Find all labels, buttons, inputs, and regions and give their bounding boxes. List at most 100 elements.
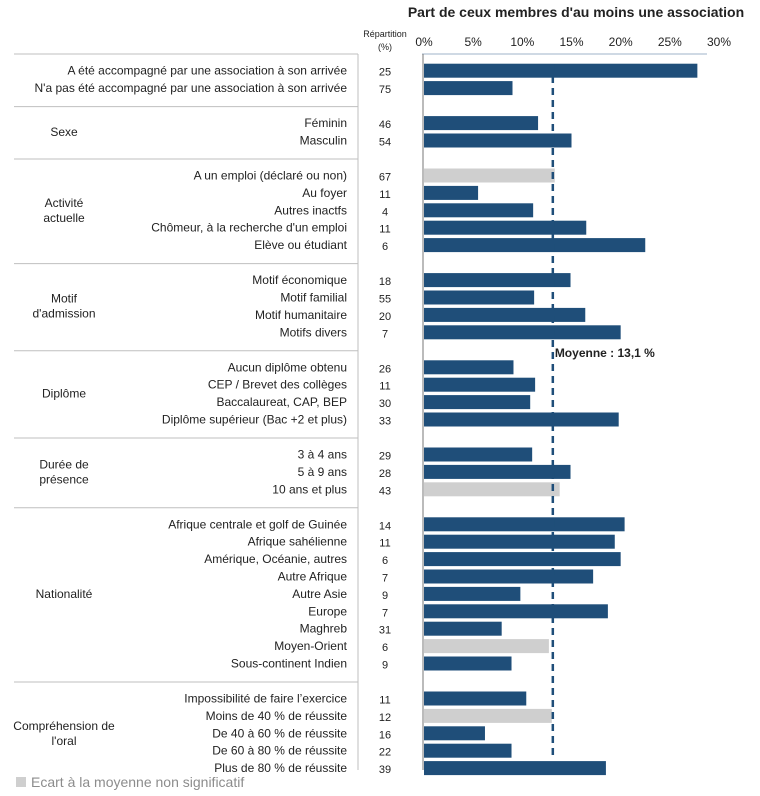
repartition-value: 20 [379, 311, 391, 323]
repartition-value: 18 [379, 276, 391, 288]
bar [424, 412, 619, 427]
row-label: Motif familial [280, 291, 347, 305]
row-label: Masculin [300, 134, 347, 148]
x-tick-label: 30% [707, 35, 731, 49]
group-label: Activité actuelle [43, 196, 85, 225]
repartition-value: 39 [379, 764, 391, 776]
row-label: Amérique, Océanie, autres [204, 552, 347, 566]
bar [424, 360, 514, 375]
row-label: Autre Afrique [278, 570, 348, 584]
repartition-value: 11 [379, 224, 390, 236]
row-label: Aucun diplôme obtenu [228, 360, 347, 374]
row-label: Motif économique [252, 273, 347, 287]
repartition-value: 75 [379, 84, 391, 96]
bar [424, 482, 560, 497]
repartition-value: 28 [379, 468, 391, 480]
repartition-value: 22 [379, 747, 391, 759]
repartition-value: 7 [382, 328, 388, 340]
bar [424, 377, 536, 392]
x-tick-label: 25% [658, 35, 682, 49]
repartition-value: 11 [379, 381, 390, 393]
bar [424, 220, 587, 235]
x-tick-label: 15% [559, 35, 583, 49]
repartition-value: 6 [382, 555, 388, 567]
repartition-value: 26 [379, 363, 391, 375]
repartition-value: 25 [379, 67, 391, 79]
repartition-value: 55 [379, 294, 391, 306]
repartition-value: 11 [379, 538, 390, 550]
bar [424, 63, 698, 78]
bar [424, 586, 521, 601]
bar [424, 569, 594, 584]
legend: Ecart à la moyenne non significatif [16, 774, 244, 790]
repartition-value: 11 [379, 695, 390, 707]
bar [424, 203, 534, 218]
bar [424, 517, 625, 532]
row-label: 5 à 9 ans [298, 465, 347, 479]
row-label: Au foyer [302, 186, 347, 200]
bar [424, 273, 571, 288]
bar [424, 395, 531, 410]
repartition-value: 7 [382, 573, 388, 585]
row-label: Autres inactfs [274, 203, 347, 217]
repartition-value: 43 [379, 485, 391, 497]
bar [424, 656, 512, 671]
repartition-value: 9 [382, 660, 388, 672]
bar [424, 708, 552, 723]
row-label: Féminin [304, 116, 347, 130]
row-label: Diplôme supérieur (Bac +2 et plus) [162, 413, 347, 427]
repartition-value: 16 [379, 729, 391, 741]
row-label: Europe [308, 604, 347, 618]
x-tick-label: 5% [464, 35, 482, 49]
repartition-unit: (%) [378, 42, 392, 52]
repartition-value: 29 [379, 451, 391, 463]
bar [424, 639, 549, 654]
bar [424, 185, 479, 200]
bar [424, 726, 485, 741]
bar [424, 447, 533, 462]
repartition-value: 4 [382, 206, 388, 218]
repartition-value: 46 [379, 119, 391, 131]
repartition-value: 14 [379, 520, 391, 532]
bar [424, 81, 513, 96]
row-label: 10 ans et plus [272, 482, 347, 496]
group-label: Motif d'admission [33, 292, 96, 321]
bar [424, 761, 606, 776]
row-label: Moyen-Orient [274, 639, 347, 653]
repartition-value: 12 [379, 712, 391, 724]
bar [424, 325, 621, 340]
repartition-value: 11 [379, 189, 390, 201]
row-label: Moins de 40 % de réussite [206, 709, 348, 723]
repartition-value: 54 [379, 137, 391, 149]
x-tick-label: 10% [510, 35, 534, 49]
row-label: Motif humanitaire [255, 308, 347, 322]
row-label: Maghreb [300, 622, 348, 636]
row-label: A été accompagné par une association à s… [67, 64, 347, 78]
chart-title: Part de ceux membres d'au moins une asso… [408, 4, 744, 20]
bar [424, 534, 615, 549]
row-label: De 40 à 60 % de réussite [212, 726, 347, 740]
bar [424, 307, 586, 322]
bar [424, 691, 527, 706]
bar [424, 290, 535, 305]
bar [424, 116, 539, 131]
bar [424, 464, 571, 479]
legend-label: Ecart à la moyenne non significatif [31, 774, 245, 790]
row-label: Chômeur, à la recherche d'un emploi [151, 221, 347, 235]
row-label: N'a pas été accompagné par une associati… [35, 81, 348, 95]
group-label: Diplôme [42, 386, 86, 400]
row-label: 3 à 4 ans [298, 448, 347, 462]
repartition-value: 33 [379, 416, 391, 428]
row-label: Elève ou étudiant [254, 238, 347, 252]
row-label: A un emploi (déclaré ou non) [194, 169, 347, 183]
repartition-value: 30 [379, 398, 391, 410]
row-label: Autre Asie [292, 587, 347, 601]
bar [424, 133, 572, 148]
x-tick-label: 0% [415, 35, 433, 49]
bar [424, 743, 512, 758]
row-label: CEP / Brevet des collèges [208, 378, 347, 392]
group-label: Nationalité [36, 587, 93, 601]
row-label: Sous-continent Indien [231, 657, 347, 671]
repartition-value: 6 [382, 642, 388, 654]
